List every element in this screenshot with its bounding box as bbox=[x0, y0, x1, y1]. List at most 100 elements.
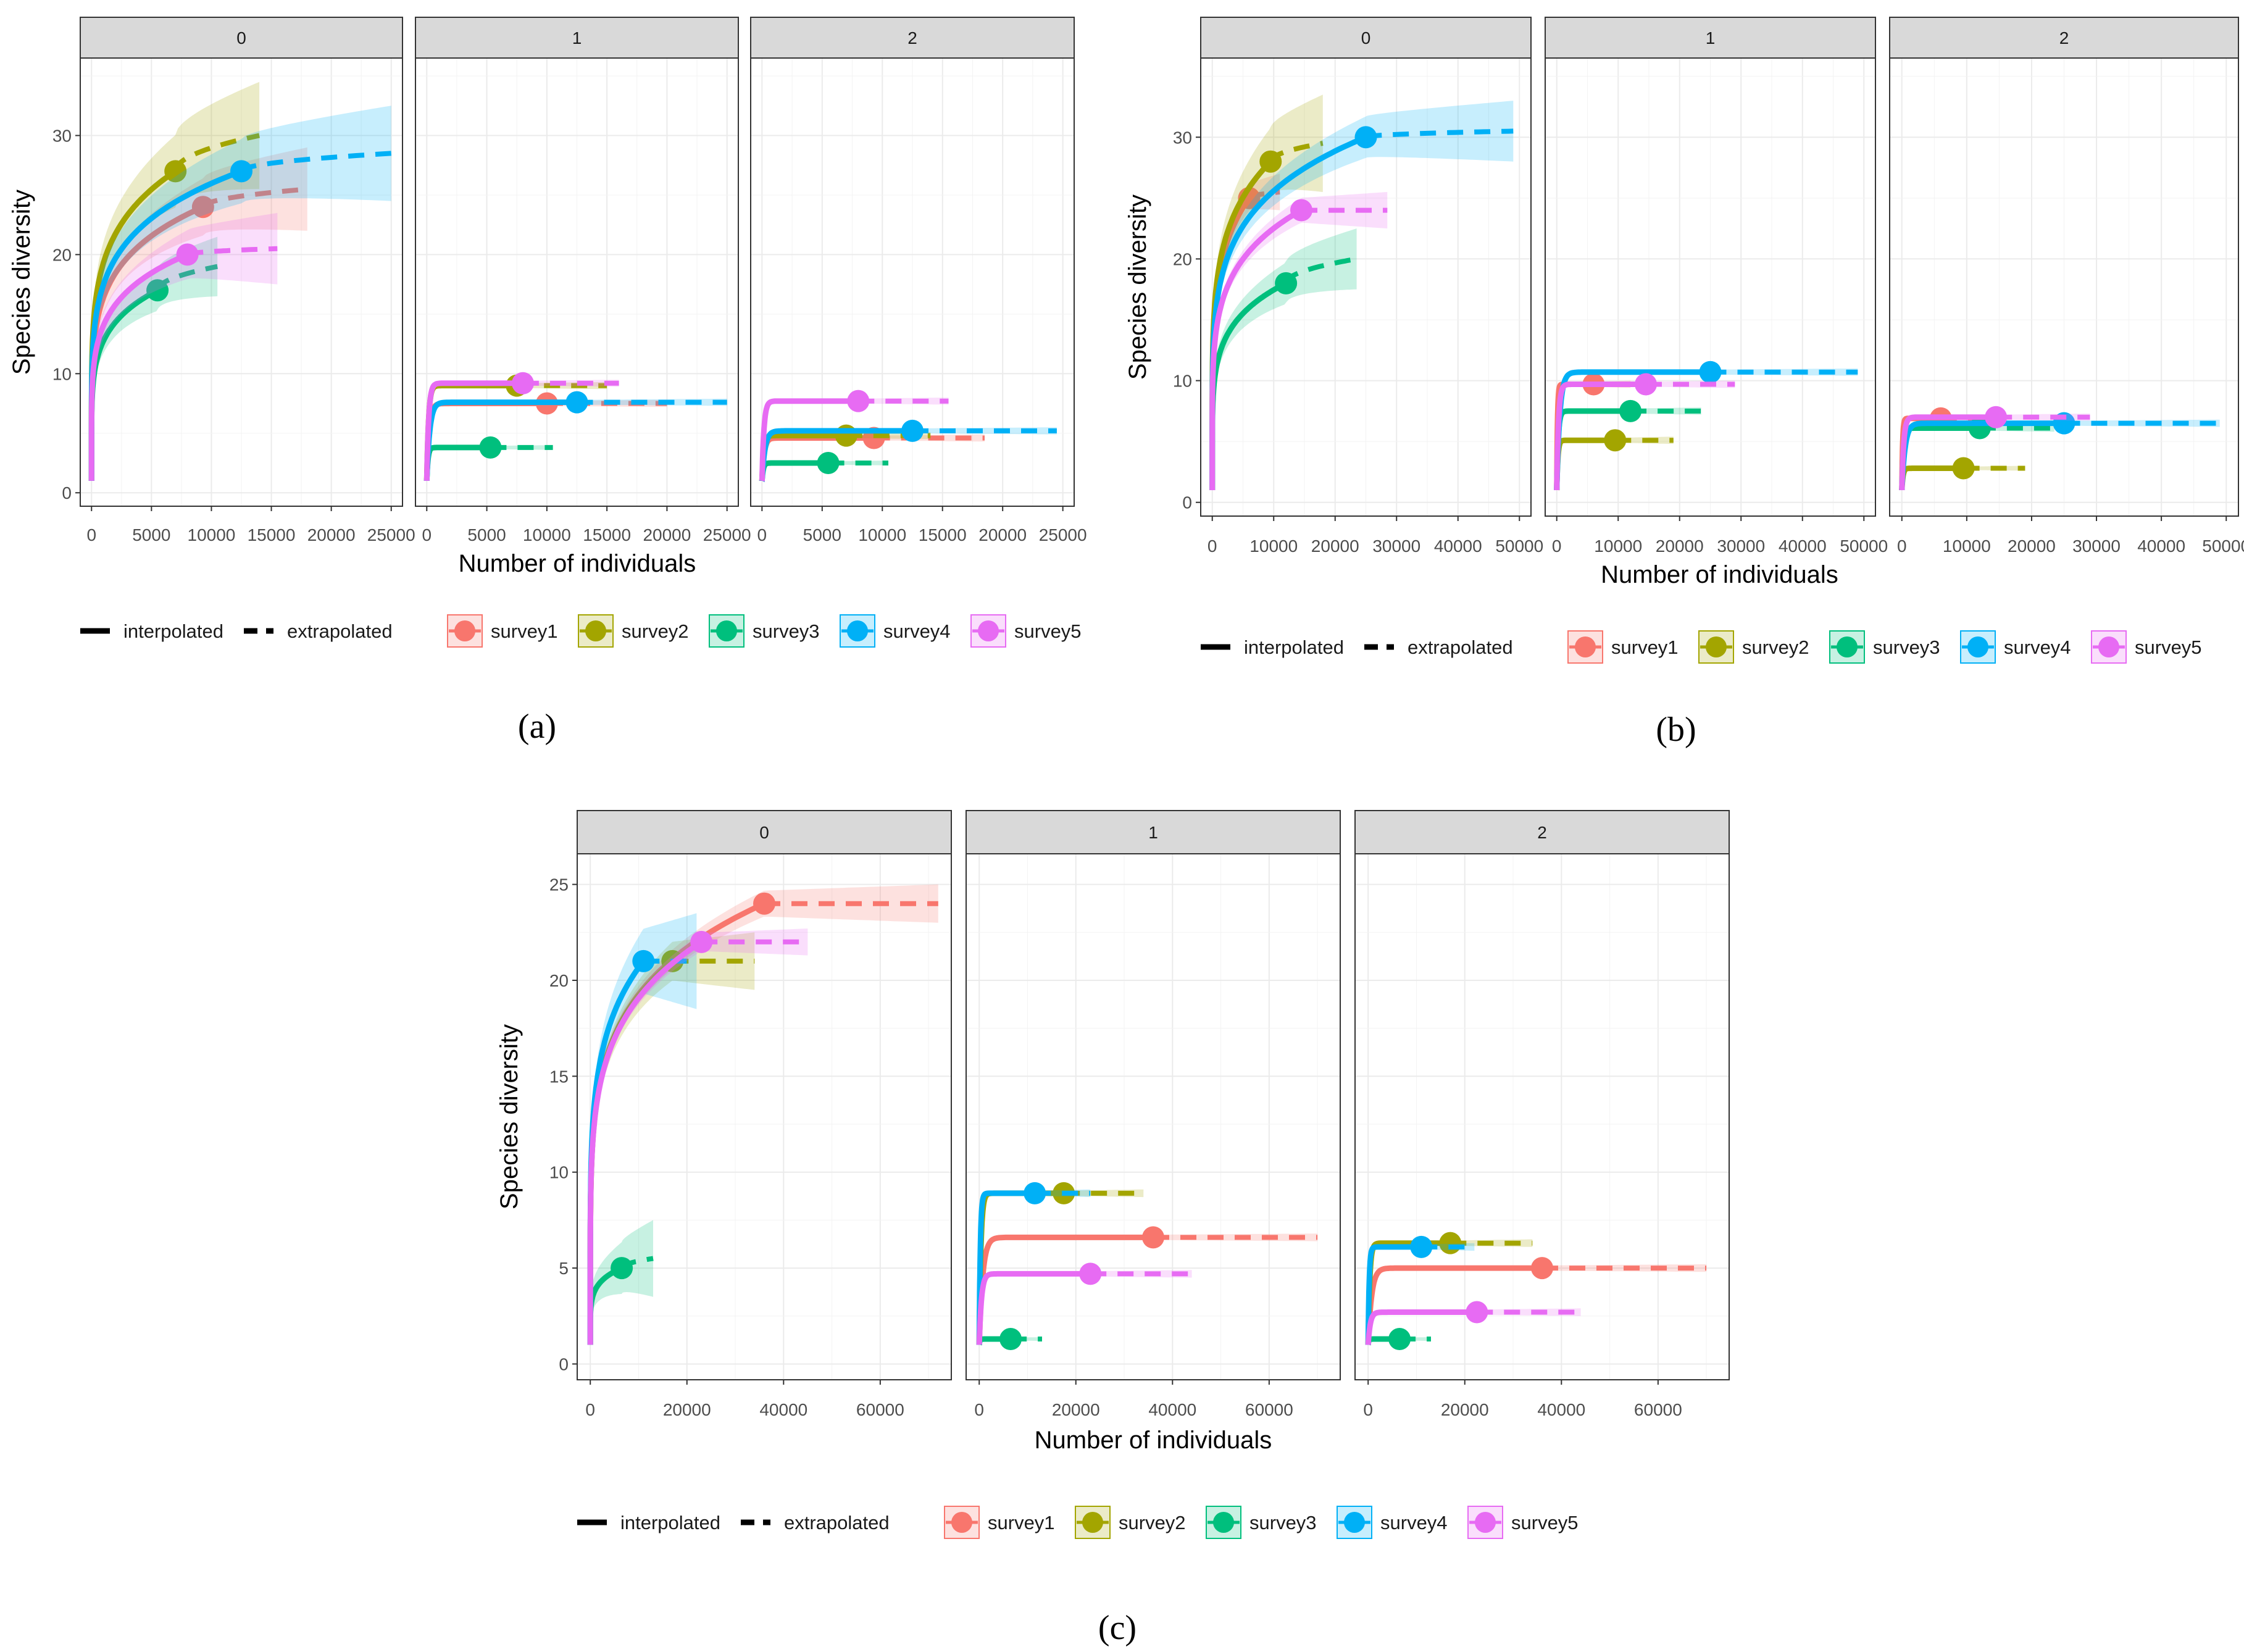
x-tick-label: 15000 bbox=[919, 525, 967, 544]
facet-strip bbox=[415, 17, 739, 59]
legend-label-survey4: survey4 bbox=[2004, 636, 2071, 658]
y-tick-label: 0 bbox=[1182, 493, 1192, 512]
legend-label-survey2: survey2 bbox=[622, 620, 689, 642]
extrapolated-line-survey3 bbox=[1283, 256, 1358, 285]
legend: interpolated extrapolated survey1 survey2 su… bbox=[80, 614, 1082, 648]
observed-point-survey2[interactable] bbox=[164, 160, 187, 183]
panel-border bbox=[1545, 57, 1876, 517]
observed-point-survey3[interactable] bbox=[479, 436, 502, 459]
legend-key-point-survey3 bbox=[1213, 1512, 1234, 1533]
observed-point-survey2[interactable] bbox=[1439, 1232, 1462, 1254]
facet-strip bbox=[750, 17, 1075, 59]
legend-label-survey4: survey4 bbox=[883, 620, 951, 642]
panel-b-1: 1 0 10000 20000 30000 40000 50000 bbox=[1545, 17, 1888, 556]
observed-point-survey5[interactable] bbox=[176, 243, 199, 266]
legend-label-survey5: survey5 bbox=[2135, 636, 2202, 658]
panel-border bbox=[1200, 57, 1532, 517]
x-tick-label: 0 bbox=[585, 1400, 595, 1419]
observed-point-survey3[interactable] bbox=[817, 451, 840, 474]
observed-point-survey2[interactable] bbox=[1952, 457, 1975, 480]
observed-point-survey4[interactable] bbox=[632, 949, 655, 972]
series-group bbox=[587, 884, 938, 1345]
observed-point-survey2[interactable] bbox=[1259, 150, 1282, 173]
interpolated-line-survey4 bbox=[1365, 1244, 1423, 1348]
legend-key-point-survey5 bbox=[1475, 1512, 1496, 1533]
observed-point-survey3[interactable] bbox=[146, 279, 169, 302]
ci-band-survey1 bbox=[98, 147, 307, 333]
observed-point-survey4[interactable] bbox=[1024, 1182, 1046, 1204]
x-tick-label: 30000 bbox=[1717, 536, 1765, 556]
observed-point-survey5[interactable] bbox=[1635, 373, 1658, 396]
observed-point-survey4[interactable] bbox=[1410, 1235, 1433, 1258]
observed-point-survey3[interactable] bbox=[611, 1257, 633, 1280]
x-tick-label: 25000 bbox=[1039, 525, 1087, 544]
legend-key-point-survey2 bbox=[585, 620, 606, 641]
observed-point-survey3[interactable] bbox=[1619, 399, 1642, 422]
panel-background bbox=[1355, 854, 1729, 1380]
subfigure-label: (a) bbox=[518, 707, 556, 746]
observed-point-survey3[interactable] bbox=[999, 1328, 1022, 1351]
interpolated-line-survey5 bbox=[423, 380, 523, 483]
y-axis-title: Species diversity bbox=[1124, 194, 1151, 380]
legend-label-survey2: survey2 bbox=[1119, 1512, 1186, 1533]
x-tick-label: 30000 bbox=[1372, 536, 1420, 556]
legend-label-survey1: survey1 bbox=[988, 1512, 1055, 1533]
x-tick-label: 5000 bbox=[803, 525, 841, 544]
y-tick-label: 10 bbox=[52, 364, 72, 383]
x-tick-label: 40000 bbox=[1434, 536, 1482, 556]
x-tick-label: 10000 bbox=[1943, 536, 1991, 556]
observed-point-survey5[interactable] bbox=[1985, 406, 2008, 428]
legend-label-interpolated: interpolated bbox=[620, 1512, 720, 1533]
y-tick-label: 10 bbox=[1173, 372, 1192, 391]
x-tick-label: 0 bbox=[974, 1400, 984, 1419]
ci-band-survey4 bbox=[1221, 101, 1514, 290]
panel-border bbox=[966, 853, 1341, 1380]
observed-point-survey3[interactable] bbox=[1388, 1328, 1411, 1351]
y-tick-label: 15 bbox=[549, 1067, 569, 1086]
observed-point-survey5[interactable] bbox=[1079, 1262, 1102, 1285]
x-tick-label: 20000 bbox=[643, 525, 691, 544]
observed-point-survey4[interactable] bbox=[1699, 361, 1722, 383]
observed-point-survey1[interactable] bbox=[191, 196, 214, 219]
panel-a-2: 2 0 5000 10000 15000 20000 25000 bbox=[750, 17, 1087, 544]
observed-point-survey5[interactable] bbox=[1466, 1301, 1488, 1324]
interpolated-line-survey5 bbox=[1554, 382, 1646, 493]
observed-point-survey2[interactable] bbox=[835, 424, 857, 447]
observed-point-survey1[interactable] bbox=[1531, 1257, 1553, 1280]
x-tick-label: 60000 bbox=[856, 1400, 904, 1419]
observed-point-survey5[interactable] bbox=[511, 372, 534, 394]
interpolated-line-survey5 bbox=[1209, 207, 1303, 490]
x-tick-label: 10000 bbox=[188, 525, 236, 544]
observed-point-survey1[interactable] bbox=[753, 892, 775, 915]
panel-border bbox=[80, 57, 403, 507]
panel-c-2: 2 0 20000 40000 60000 bbox=[1354, 810, 1730, 1419]
observed-point-survey4[interactable] bbox=[1354, 126, 1377, 149]
legend-key-point-survey4 bbox=[1344, 1512, 1365, 1533]
facet-label: 2 bbox=[907, 28, 917, 48]
x-tick-label: 40000 bbox=[2137, 536, 2185, 556]
observed-point-survey5[interactable] bbox=[1290, 199, 1313, 222]
x-axis-title: Number of individuals bbox=[1601, 561, 1838, 588]
y-tick-label: 0 bbox=[559, 1354, 569, 1374]
observed-point-survey1[interactable] bbox=[1142, 1226, 1164, 1249]
interpolated-line-survey4 bbox=[88, 169, 243, 481]
x-tick-label: 10000 bbox=[523, 525, 571, 544]
ci-band-survey2 bbox=[595, 932, 755, 1125]
observed-point-survey2[interactable] bbox=[1604, 429, 1627, 452]
legend: interpolated extrapolated survey1 survey2 su… bbox=[1201, 630, 2202, 664]
observed-point-survey4[interactable] bbox=[565, 391, 588, 414]
observed-point-survey4[interactable] bbox=[230, 160, 252, 183]
ci-band-survey5 bbox=[97, 212, 278, 359]
observed-point-survey5[interactable] bbox=[847, 390, 870, 412]
x-tick-label: 20000 bbox=[1052, 1400, 1100, 1419]
observed-point-survey3[interactable] bbox=[1275, 272, 1298, 294]
x-tick-label: 25000 bbox=[703, 525, 751, 544]
observed-point-survey4[interactable] bbox=[901, 419, 924, 442]
observed-point-survey5[interactable] bbox=[690, 930, 713, 953]
extrapolated-line-survey4 bbox=[1365, 128, 1514, 140]
legend: interpolated extrapolated survey1 survey2 su… bbox=[577, 1506, 1579, 1539]
facet-label: 0 bbox=[236, 28, 246, 48]
legend-key-point-survey5 bbox=[2098, 636, 2119, 657]
facet-label: 0 bbox=[759, 823, 769, 842]
